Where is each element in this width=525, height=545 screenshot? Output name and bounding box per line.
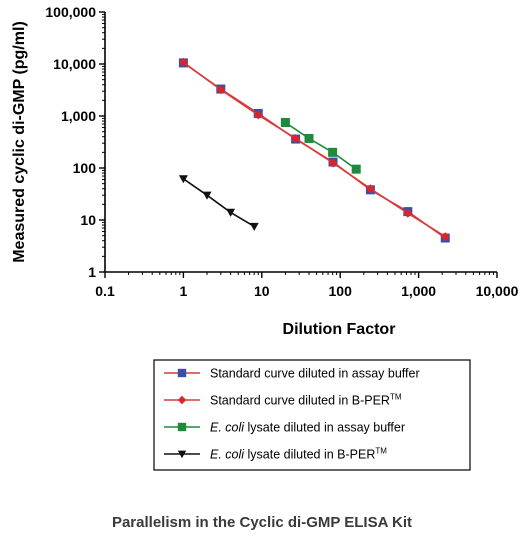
legend-item-2: Standard curve diluted in B-PERTM [164, 393, 402, 408]
y-tick-label: 1,000 [61, 108, 96, 124]
x-tick-label: 1 [180, 283, 188, 299]
data-point [216, 85, 226, 95]
series-line [284, 121, 357, 170]
legend-label-text: lysate diluted in assay buffer [244, 421, 405, 435]
y-tick-label: 1 [88, 264, 96, 280]
y-tick-label: 10,000 [53, 56, 96, 72]
series-2-standard-curve-diluted-in-b-per [178, 57, 450, 242]
series-line [182, 61, 446, 238]
data-point [351, 164, 361, 174]
series-4-e-coli-lysate-diluted-in-b-per [178, 175, 259, 231]
legend-label-text: Standard curve diluted in assay buffer [210, 367, 420, 381]
x-tick-label: 10 [254, 283, 270, 299]
data-point [291, 133, 301, 143]
y-tick-label: 10 [80, 212, 96, 228]
legend-box [153, 359, 471, 471]
legend-label: Standard curve diluted in assay buffer [210, 367, 420, 381]
x-tick-label: 10,000 [476, 283, 519, 299]
legend-label-superscript: TM [390, 393, 402, 402]
chart-caption: Parallelism in the Cyclic di-GMP ELISA K… [112, 514, 412, 531]
y-tick-label: 100 [73, 160, 97, 176]
legend-item-4: E. coli lysate diluted in B-PERTM [164, 447, 387, 462]
data-point [280, 117, 290, 127]
y-tick-label: 100,000 [45, 4, 96, 20]
x-tick-label: 0.1 [95, 283, 115, 299]
legend-marker [177, 368, 187, 378]
series-layer [178, 57, 450, 243]
legend-label-superscript: TM [375, 447, 387, 456]
legend-item-1: Standard curve diluted in assay buffer [164, 367, 420, 381]
legend-item-3: E. coli lysate diluted in assay buffer [164, 421, 405, 435]
data-point [253, 110, 263, 120]
legend-marker [177, 422, 187, 432]
legend-marker [177, 395, 187, 405]
legend-label-text: lysate diluted in B-PER [244, 448, 375, 462]
legend-label-text: Standard curve diluted in B-PER [210, 394, 390, 408]
data-point [304, 133, 314, 143]
legend-label: Standard curve diluted in B-PERTM [210, 393, 402, 408]
x-tick-label: 1,000 [401, 283, 436, 299]
data-point [226, 208, 236, 217]
legend-label-italic: E. coli [210, 421, 245, 435]
data-point [440, 232, 450, 242]
data-point [328, 147, 338, 157]
data-point [178, 57, 188, 67]
data-point [403, 208, 413, 218]
data-point [365, 184, 375, 194]
data-point [178, 175, 188, 184]
data-point [249, 222, 259, 231]
x-axis-title: Dilution Factor [283, 321, 396, 338]
axes-layer: 1 10 100 1,000 10,000 100,000 0.1 1 10 100 1,000 10… [45, 4, 518, 299]
series-line [182, 178, 255, 228]
legend-label-italic: E. coli [210, 448, 245, 462]
data-point [202, 191, 212, 200]
legend-label: E. coli lysate diluted in B-PERTM [210, 447, 387, 462]
legend-label: E. coli lysate diluted in assay buffer [210, 421, 405, 435]
y-axis-title: Measured cyclic di-GMP (pg/ml) [11, 21, 28, 263]
legend-marker [177, 450, 187, 459]
x-tick-label: 100 [329, 283, 353, 299]
legend-layer: Standard curve diluted in assay buffer St… [153, 359, 471, 471]
series-3-e-coli-lysate-diluted-in-assay-buffer [280, 117, 361, 174]
data-point [328, 158, 338, 168]
